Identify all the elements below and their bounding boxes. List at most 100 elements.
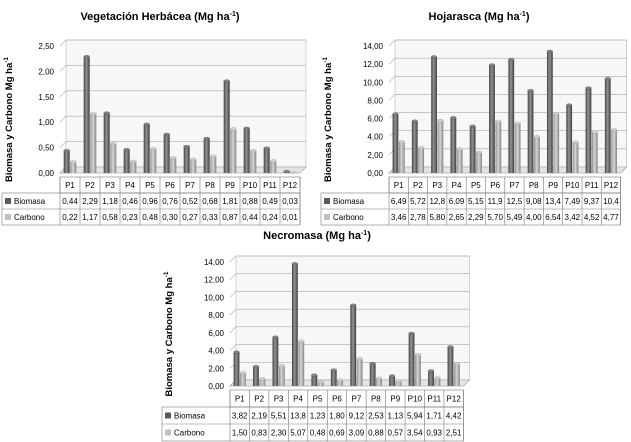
bar-biomasa-p10 xyxy=(566,103,573,173)
x-tick-label: P10 xyxy=(243,181,258,190)
data-label: 0,83 xyxy=(251,429,267,438)
data-label: 2,53 xyxy=(368,412,384,421)
data-label: 12,5 xyxy=(507,197,523,206)
data-label: 2,29 xyxy=(82,197,98,206)
bar-body xyxy=(356,358,363,386)
bar-top xyxy=(533,135,540,139)
bar-body xyxy=(291,263,298,386)
gridline xyxy=(59,65,306,72)
bar-biomasa-p5 xyxy=(469,124,476,173)
bar-top xyxy=(469,124,476,128)
data-label: 3,82 xyxy=(232,412,248,421)
bar-body xyxy=(230,128,237,173)
data-label: 0,44 xyxy=(242,213,258,222)
bar-biomasa-p3 xyxy=(272,335,279,386)
bar-biomasa-p1 xyxy=(392,112,399,173)
bar-biomasa-p3 xyxy=(103,111,110,173)
bar-body xyxy=(110,143,117,173)
plot-back-wall xyxy=(229,255,470,387)
bar-body xyxy=(469,126,476,173)
bar-carbono-p6 xyxy=(170,156,177,173)
chart-necromasa: Necromasa (Mg ha-1) Biomasa y Carbono Mg … xyxy=(160,220,475,442)
legend-swatch-biomasa xyxy=(324,198,330,204)
data-label: 4,52 xyxy=(584,213,600,222)
bar-top xyxy=(414,353,422,357)
y-tick-label: 12,00 xyxy=(204,276,225,285)
bar-body xyxy=(170,157,177,173)
bar-body xyxy=(447,346,454,386)
gridline xyxy=(388,39,627,47)
bar-top xyxy=(408,331,415,335)
y-axis-label-text: Biomasa y Carbono Mg ha xyxy=(323,62,334,182)
bar-body xyxy=(546,51,553,173)
bar-body xyxy=(591,131,598,173)
y-axis-label: Biomasa y Carbono Mg ha-1 xyxy=(322,57,334,182)
bar-top xyxy=(392,112,399,116)
data-label: 5,70 xyxy=(487,213,503,222)
data-label: 5,15 xyxy=(468,197,484,206)
data-label: 1,50 xyxy=(232,429,248,438)
data-label: 0,23 xyxy=(122,213,138,222)
chart-title-text: Vegetación Herbácea (Mg ha xyxy=(80,11,230,23)
y-axis-label-superscript: -1 xyxy=(3,57,10,63)
data-label: 3,09 xyxy=(349,429,365,438)
x-tick-label: P5 xyxy=(471,181,481,190)
gridline xyxy=(229,308,470,316)
bar-carbono-p7 xyxy=(190,157,197,173)
bar-biomasa-p12 xyxy=(283,169,290,174)
x-tick-label: P11 xyxy=(263,181,277,190)
data-label: 0,01 xyxy=(282,213,298,222)
chart-vegetacion-herbacea-svg: Vegetación Herbácea (Mg ha-1)Biomasa y C… xyxy=(1,11,307,226)
bar-top xyxy=(239,371,247,375)
bar-top xyxy=(103,111,110,115)
x-tick-label: P8 xyxy=(529,181,539,190)
y-tick-label: 6,00 xyxy=(208,329,224,338)
x-tick-label: P4 xyxy=(125,181,135,190)
y-axis-label-text: Biomasa y Carbono Mg ha xyxy=(4,62,15,182)
data-label: 2,29 xyxy=(468,213,484,222)
y-axis-label: Biomasa y Carbono Mg ha-1 xyxy=(163,271,175,396)
bar-top xyxy=(431,55,438,59)
y-tick-label: 14,00 xyxy=(204,258,225,267)
bar-biomasa-p9 xyxy=(389,374,396,386)
data-label: 0,52 xyxy=(182,197,198,206)
bar-body xyxy=(495,121,502,173)
data-label: 2,19 xyxy=(251,412,267,421)
x-tick-label: P10 xyxy=(565,181,580,190)
bar-top xyxy=(514,121,521,125)
chart-vegetacion-herbacea: Vegetación Herbácea (Mg ha-1) Biomasa y C… xyxy=(0,0,312,226)
bar-biomasa-p7 xyxy=(183,145,190,173)
bar-top xyxy=(278,364,285,368)
chart-title-superscript: -1 xyxy=(361,230,367,237)
gridline xyxy=(229,255,470,263)
x-tick-label: P2 xyxy=(85,181,95,190)
bar-body xyxy=(376,378,383,386)
bar-carbono-p10 xyxy=(414,353,422,386)
bar-body xyxy=(489,65,495,173)
bar-body xyxy=(163,134,170,173)
bar-body xyxy=(585,88,592,173)
legend-label-carbono: Carbono xyxy=(174,429,205,438)
data-label: 0,30 xyxy=(162,213,178,222)
bar-top xyxy=(150,147,157,151)
bar-top xyxy=(495,119,502,123)
data-label: 0,48 xyxy=(142,213,158,222)
bar-body xyxy=(240,372,246,386)
x-tick-label: P1 xyxy=(394,181,404,190)
y-axis-label-superscript: -1 xyxy=(322,57,329,63)
bar-top xyxy=(585,86,592,90)
data-label: 5,72 xyxy=(410,197,426,206)
bar-carbono-p1 xyxy=(398,140,405,173)
bar-top xyxy=(572,140,579,144)
bar-biomasa-p12 xyxy=(604,77,611,173)
data-label: 3,46 xyxy=(391,213,407,222)
bar-top xyxy=(270,159,277,163)
bar-top xyxy=(143,122,150,126)
y-tick-label: 12,00 xyxy=(363,60,384,69)
bar-body xyxy=(411,121,418,173)
y-tick-label: 14,00 xyxy=(363,42,384,51)
bar-biomasa-p9 xyxy=(223,79,230,173)
bar-body xyxy=(272,337,279,386)
bar-top xyxy=(230,127,237,131)
bar-body xyxy=(566,105,573,173)
